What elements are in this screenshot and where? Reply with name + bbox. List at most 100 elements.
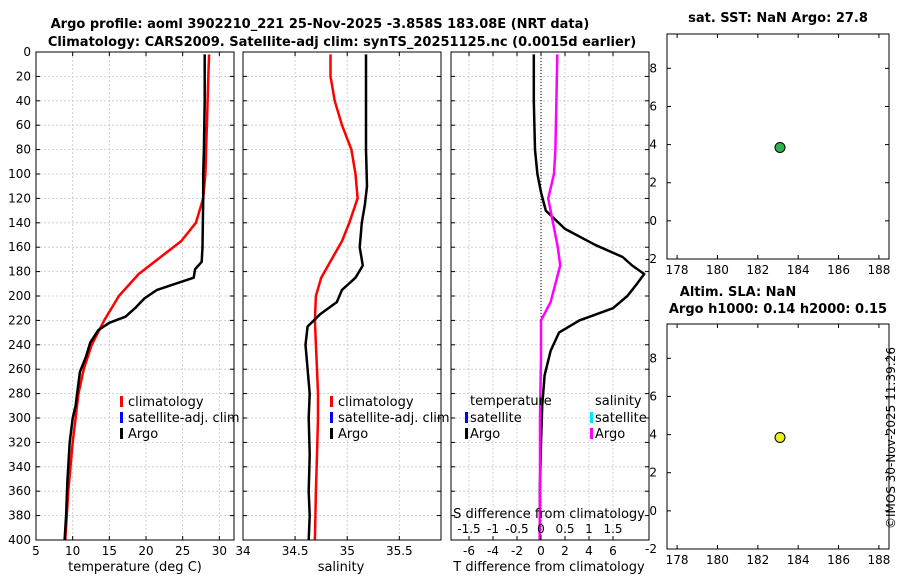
y-tick-label: 340 — [8, 460, 31, 474]
x-tick-label: 15 — [102, 544, 117, 558]
y-tick-label: 2 — [649, 466, 657, 480]
legend-swatch-climatology — [120, 396, 123, 407]
y-tick-label: 80 — [16, 143, 31, 157]
x-tick-label: 182 — [746, 263, 769, 277]
legend-label-s-satellite: satellite — [595, 411, 647, 426]
y-tick-label: -2 — [645, 252, 657, 266]
figure-title-line2: Climatology: CARS2009. Satellite-adj cli… — [48, 35, 636, 50]
legend-swatch-s-satellite — [590, 412, 593, 423]
x-tick-label: -2 — [511, 544, 523, 558]
y-tick-label: 40 — [16, 94, 31, 108]
y-tick-label: 4 — [649, 428, 657, 442]
x-tick-label: 25 — [175, 544, 190, 558]
y-tick-label: 8 — [649, 351, 657, 365]
scatter-point — [774, 141, 786, 153]
salinity-panel: 34 34.5 35 35.5 salinity climatology satell… — [235, 51, 450, 575]
x-tick-label: 2 — [561, 544, 569, 558]
y-tick-label: 100 — [8, 167, 31, 181]
x-tick-label: 180 — [706, 553, 729, 567]
legend-head-salinity: salinity — [595, 394, 642, 409]
legend-head-temperature: temperature — [470, 394, 552, 409]
x-tick-label: 186 — [827, 553, 850, 567]
difference-legend: temperature salinity satellite Argo sate… — [465, 394, 647, 442]
salinity-xlabel: salinity — [318, 560, 365, 575]
legend-label-t-satellite: satellite — [470, 411, 522, 426]
salinity-legend: climatology satellite-adj. clim Argo — [330, 395, 450, 442]
y-tick-label: 2 — [649, 176, 657, 190]
x-tick-label: 35.5 — [386, 544, 413, 558]
legend-swatch-t-argo — [465, 428, 468, 439]
legend-swatch-satellite-adj — [120, 412, 123, 423]
x-tick-label: 0 — [537, 544, 545, 558]
x-tick-label: 188 — [867, 553, 890, 567]
y-tick-label: 280 — [8, 387, 31, 401]
x-tick-label: 180 — [706, 263, 729, 277]
legend-label-climatology: climatology — [338, 395, 414, 410]
y-tick-label: 160 — [8, 240, 31, 254]
y-tick-label: 140 — [8, 216, 31, 230]
y-tick-label: 400 — [8, 533, 31, 547]
y-tick-label: 8 — [649, 61, 657, 75]
y-tick-label: 0 — [649, 504, 657, 518]
x-tick-label: 178 — [666, 263, 689, 277]
x-tick-label: 184 — [787, 263, 810, 277]
legend-swatch-s-argo — [590, 428, 593, 439]
x-tick-label: 188 — [867, 263, 890, 277]
legend-swatch-t-satellite — [465, 412, 468, 423]
legend-label-t-argo: Argo — [470, 427, 500, 442]
y-tick-label: 4 — [649, 138, 657, 152]
y-tick-label: 120 — [8, 191, 31, 205]
sla-title-line1: Altim. SLA: NaN — [680, 285, 796, 300]
difference-panel: -6 -4 -2 0 2 4 6 -1.5 -1 -0.5 0 0.5 1 1.5 S differen… — [450, 51, 650, 575]
sst-title: sat. SST: NaN Argo: 27.8 — [688, 11, 868, 26]
s-difference-tick-label: -1.5 — [457, 522, 480, 536]
x-tick-label: 178 — [666, 553, 689, 567]
s-difference-tick-label: 0.5 — [555, 522, 574, 536]
salinity-climatology-line — [313, 54, 359, 541]
y-tick-label: -2 — [645, 542, 657, 556]
x-tick-label: -4 — [487, 544, 499, 558]
x-tick-label: 186 — [827, 263, 850, 277]
sla-axes-frame — [666, 323, 890, 550]
y-tick-label: 260 — [8, 362, 31, 376]
s-difference-xlabel: S difference from climatology — [453, 507, 645, 522]
legend-label-argo: Argo — [338, 427, 368, 442]
temperature-climatology-line — [64, 54, 211, 541]
legend-swatch-argo — [330, 428, 333, 439]
x-tick-label: 35 — [340, 544, 355, 558]
y-tick-label: 20 — [16, 69, 31, 83]
s-difference-tick-label: 0 — [537, 522, 545, 536]
y-tick-label: 60 — [16, 118, 31, 132]
legend-swatch-climatology — [330, 396, 333, 407]
t-difference-argo-line — [532, 54, 646, 540]
y-tick-label: 180 — [8, 265, 31, 279]
y-tick-label: 240 — [8, 338, 31, 352]
y-tick-label: 360 — [8, 484, 31, 498]
s-difference-tick-label: 1 — [585, 522, 593, 536]
legend-label-satellite-adj: satellite-adj. clim — [128, 411, 240, 426]
x-tick-label: -6 — [463, 544, 475, 558]
y-tick-label: 320 — [8, 435, 31, 449]
sla-panel: Altim. SLA: NaN Argo h1000: 0.14 h2000: … — [645, 285, 890, 567]
y-tick-label: 220 — [8, 313, 31, 327]
s-difference-tick-label: -1 — [487, 522, 499, 536]
sst-axes-frame — [666, 33, 890, 260]
imos-timestamp: ©IMOS 30-Nov-2025 11:39:26 — [884, 347, 898, 529]
s-difference-tick-label: 1.5 — [603, 522, 622, 536]
x-tick-label: 182 — [746, 553, 769, 567]
temperature-panel: 0 20 40 60 80 100 120 140 160 180 200 220 240 260 280 3… — [8, 45, 240, 575]
salinity-argo-line — [304, 54, 369, 541]
y-tick-label: 0 — [23, 45, 31, 59]
legend-label-s-argo: Argo — [595, 427, 625, 442]
y-tick-label: 6 — [649, 99, 657, 113]
temperature-xlabel: temperature (deg C) — [68, 560, 202, 575]
y-tick-label: 200 — [8, 289, 31, 303]
x-tick-label: 6 — [609, 544, 617, 558]
x-tick-label: 30 — [212, 544, 227, 558]
s-difference-argo-line — [538, 54, 562, 541]
sst-panel: sat. SST: NaN Argo: 27.8 178 180 182 184 186… — [645, 11, 890, 277]
s-difference-tick-label: -0.5 — [505, 522, 528, 536]
y-tick-label: 6 — [649, 389, 657, 403]
legend-label-satellite-adj: satellite-adj. clim — [338, 411, 450, 426]
